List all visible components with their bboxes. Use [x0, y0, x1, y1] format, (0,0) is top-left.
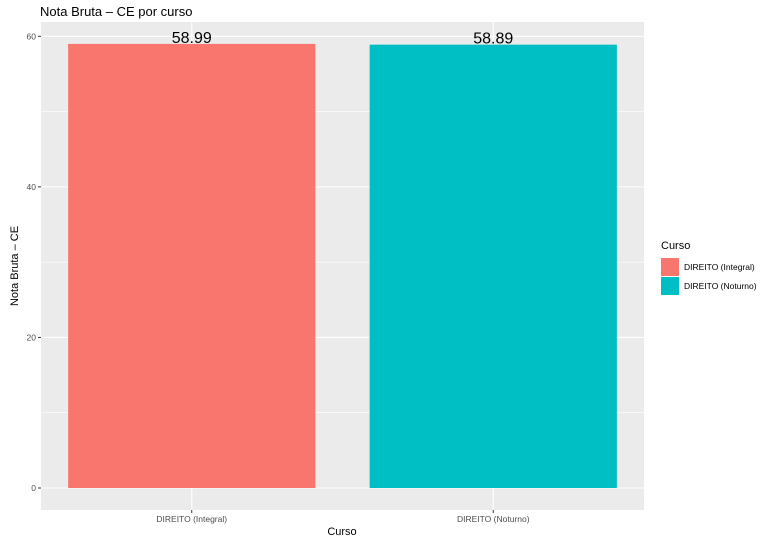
legend-swatch [661, 258, 679, 276]
legend-title: Curso [661, 240, 690, 252]
x-tick-label: DIREITO (Noturno) [457, 514, 530, 524]
legend: Curso DIREITO (Integral) DIREITO (Noturno… [661, 240, 757, 295]
y-tick-label: 60 [27, 31, 37, 41]
x-tick-label: DIREITO (Integral) [156, 514, 227, 524]
bars [68, 43, 617, 489]
legend-swatch [661, 277, 679, 295]
y-tick-label: 0 [31, 483, 36, 493]
y-tick-label: 40 [27, 182, 37, 192]
x-axis: DIREITO (Integral) DIREITO (Noturno) [156, 510, 530, 524]
data-labels: 58.99 58.89 [172, 30, 514, 48]
legend-label: DIREITO (Noturno) [684, 281, 757, 291]
x-axis-title: Curso [327, 526, 356, 537]
bar-value-label: 58.89 [473, 31, 513, 48]
bar [369, 44, 617, 488]
bar-value-label: 58.99 [172, 30, 212, 47]
y-axis-title: Nota Bruta – CE [9, 226, 21, 306]
legend-label: DIREITO (Integral) [684, 262, 755, 272]
y-axis: 0 20 40 60 [27, 31, 41, 493]
bar [68, 43, 316, 489]
y-tick-label: 20 [27, 332, 37, 342]
chart-title: Nota Bruta – CE por curso [40, 4, 192, 19]
